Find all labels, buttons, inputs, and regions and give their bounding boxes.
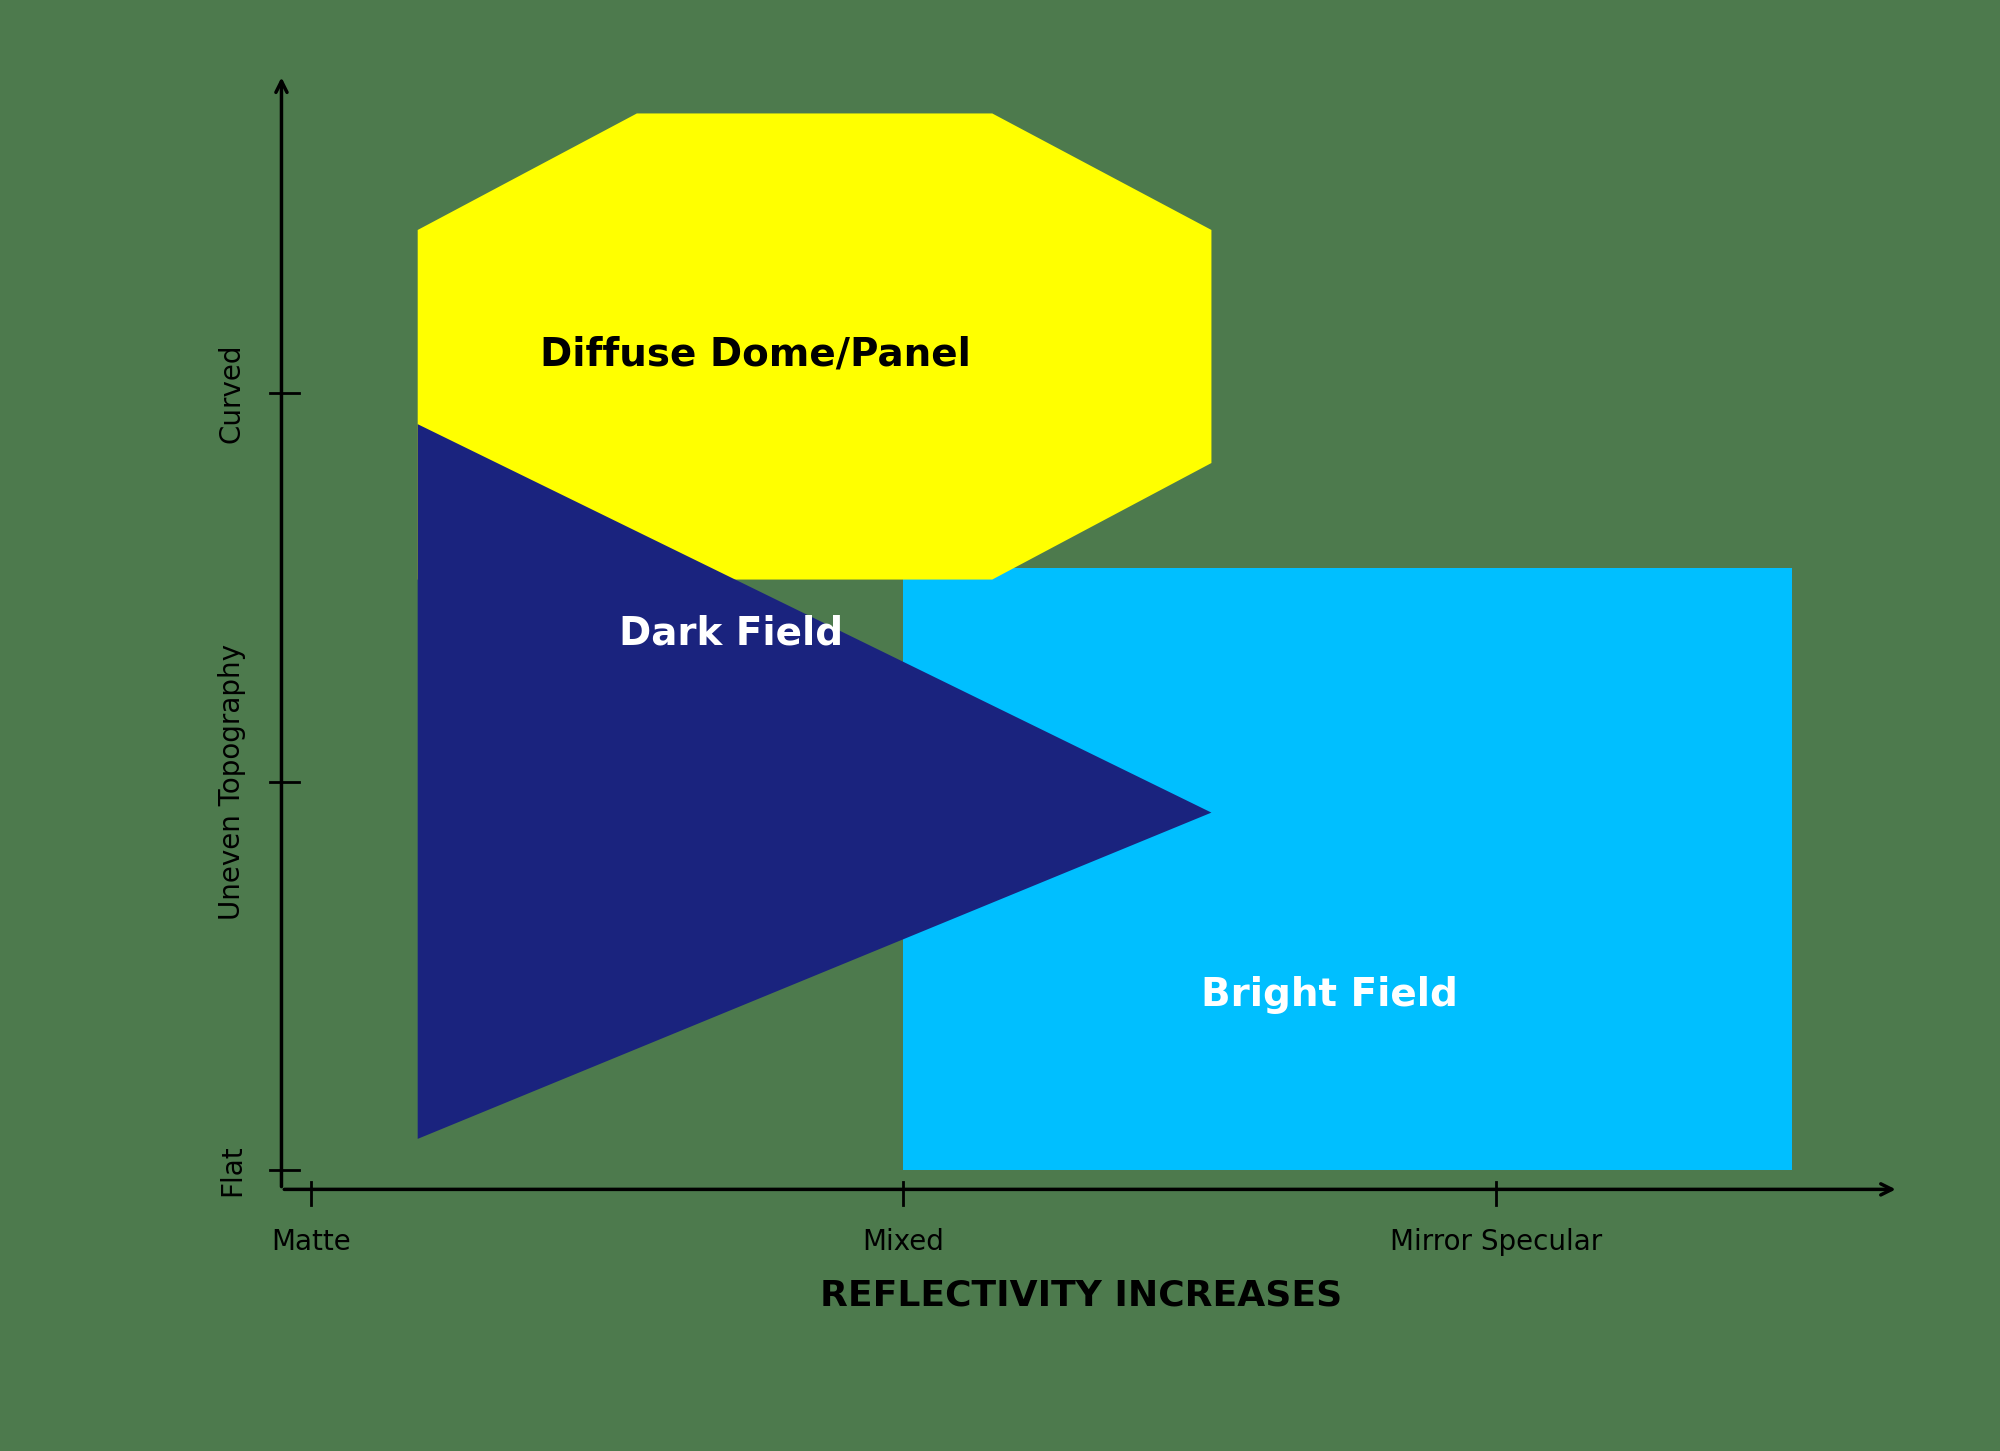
Text: Uneven Topography: Uneven Topography — [218, 644, 246, 920]
Text: Matte: Matte — [272, 1228, 350, 1257]
Text: Mixed: Mixed — [862, 1228, 944, 1257]
Text: Diffuse Dome/Panel: Diffuse Dome/Panel — [540, 335, 970, 373]
Polygon shape — [418, 424, 1212, 1139]
Polygon shape — [418, 113, 1212, 579]
Bar — [904, 567, 1792, 1170]
Text: Curved: Curved — [218, 344, 246, 443]
Text: Flat: Flat — [218, 1145, 246, 1196]
Text: Bright Field: Bright Field — [1202, 977, 1458, 1014]
Text: Dark Field: Dark Field — [620, 615, 844, 653]
Text: REFLECTIVITY INCREASES: REFLECTIVITY INCREASES — [820, 1278, 1342, 1313]
Text: Mirror Specular: Mirror Specular — [1390, 1228, 1602, 1257]
